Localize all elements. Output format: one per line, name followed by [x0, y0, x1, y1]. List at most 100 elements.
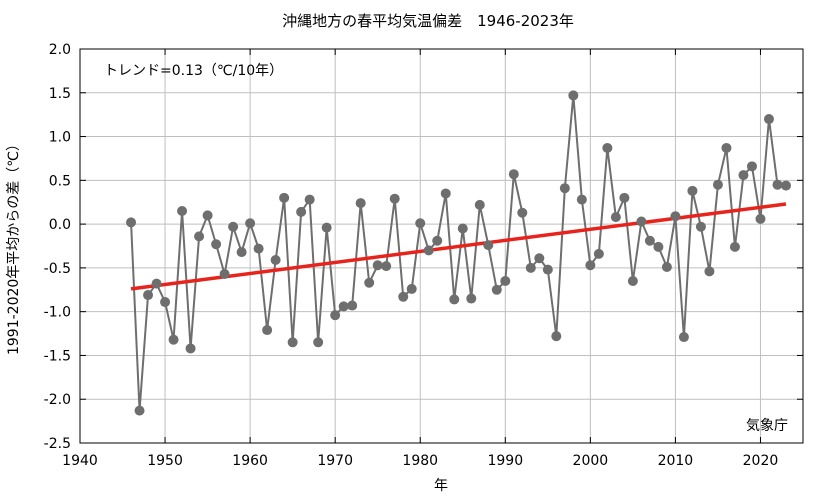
x-axis-title: 年 — [434, 478, 448, 494]
data-point — [219, 269, 230, 280]
y-tick-label: -2.0 — [44, 392, 71, 408]
x-tick-label: 2010 — [658, 453, 694, 469]
data-point — [270, 255, 281, 266]
data-point — [525, 262, 536, 273]
data-point — [678, 332, 689, 343]
x-tick-label: 1940 — [62, 453, 98, 469]
data-point — [313, 337, 324, 348]
data-point — [202, 210, 213, 221]
data-point — [627, 276, 638, 287]
data-point — [134, 405, 145, 416]
data-point — [780, 180, 791, 191]
data-point — [738, 170, 749, 181]
source-label: 気象庁 — [746, 418, 788, 434]
ticks-layer: -2.5 -2.0 -1.5 -1.0 -0.5 0.0 0.5 1.0 1.5 2.0 1940 1… — [44, 42, 803, 469]
data-point — [415, 218, 426, 229]
grid-layer — [80, 49, 803, 443]
data-point — [262, 325, 273, 336]
data-point — [347, 300, 358, 311]
data-point — [389, 193, 400, 204]
series-layer — [130, 95, 787, 411]
data-point — [636, 216, 647, 227]
data-point — [160, 297, 171, 308]
x-tick-label: 1980 — [402, 453, 438, 469]
data-point — [185, 343, 196, 354]
data-point — [551, 331, 562, 342]
x-tick-label: 1960 — [232, 453, 268, 469]
x-tick-label: 2000 — [573, 453, 609, 469]
data-point — [568, 90, 579, 101]
y-tick-label: 0.0 — [49, 217, 71, 233]
data-point — [610, 212, 621, 223]
data-point — [576, 194, 587, 205]
data-point — [211, 239, 222, 250]
y-tick-label: -1.5 — [44, 348, 71, 364]
data-point — [695, 221, 706, 232]
data-point — [534, 253, 545, 264]
y-tick-label: -2.5 — [44, 436, 71, 452]
data-point — [228, 221, 239, 232]
data-point — [619, 192, 630, 203]
data-point — [508, 169, 519, 180]
data-point — [653, 241, 664, 252]
y-tick-label: 2.0 — [49, 42, 71, 58]
data-point — [585, 260, 596, 271]
data-point — [593, 248, 604, 259]
data-point — [763, 114, 774, 125]
data-point — [721, 142, 732, 153]
data-point — [559, 183, 570, 194]
data-point — [729, 241, 740, 252]
data-point — [644, 235, 655, 246]
data-point — [457, 223, 468, 234]
plot-frame — [79, 48, 804, 444]
data-point — [474, 199, 485, 210]
data-point — [517, 207, 528, 218]
x-tick-label: 2020 — [743, 453, 779, 469]
data-point — [253, 243, 264, 254]
data-point — [670, 211, 681, 222]
data-point — [355, 198, 366, 209]
data-point — [279, 192, 290, 203]
data-point — [143, 290, 154, 301]
data-point — [151, 278, 162, 289]
y-tick-label: -0.5 — [44, 261, 71, 277]
data-point — [491, 284, 502, 295]
data-point — [364, 277, 375, 288]
data-point — [687, 185, 698, 196]
trend-annotation: トレンド=0.13（℃/10年） — [104, 63, 283, 79]
data-point — [177, 205, 188, 216]
y-tick-label: 1.0 — [49, 130, 71, 146]
y-tick-label: 1.5 — [49, 86, 71, 102]
x-tick-label: 1990 — [487, 453, 523, 469]
data-point — [406, 283, 417, 294]
data-point — [398, 291, 409, 302]
data-point — [466, 293, 477, 304]
data-point — [296, 206, 307, 217]
data-point — [483, 240, 494, 251]
data-point — [245, 218, 256, 229]
x-tick-label: 1970 — [317, 453, 353, 469]
data-point — [704, 266, 715, 277]
data-point — [126, 217, 137, 228]
y-tick-label: -1.0 — [44, 305, 71, 321]
anomaly-series-line — [130, 95, 787, 411]
data-point — [542, 264, 553, 275]
data-point — [330, 310, 341, 321]
data-point — [168, 334, 179, 345]
data-point — [338, 301, 349, 312]
data-point — [304, 194, 315, 205]
points-layer — [126, 90, 791, 416]
chart-title: 沖縄地方の春平均気温偏差 1946-2023年 — [282, 12, 574, 30]
data-point — [500, 276, 511, 287]
data-point — [755, 213, 766, 224]
data-point — [287, 337, 298, 348]
data-point — [440, 188, 451, 199]
y-tick-label: 0.5 — [49, 173, 71, 189]
data-point — [661, 262, 672, 273]
data-point — [236, 247, 247, 258]
data-point — [772, 179, 783, 190]
data-point — [372, 260, 383, 271]
y-axis-title: 1991-2020年平均からの差（℃） — [6, 137, 22, 355]
